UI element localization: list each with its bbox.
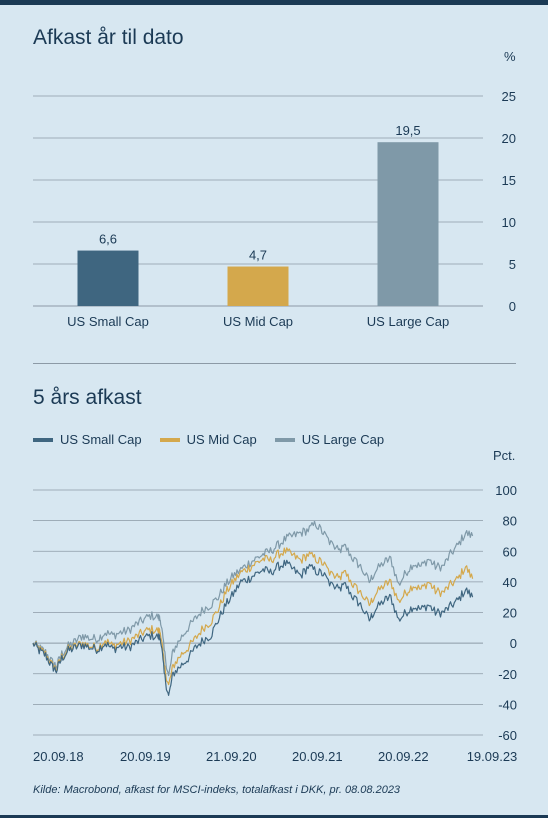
line-x-tick-label: 21.09.20 bbox=[206, 749, 257, 764]
line-series-us-large-cap bbox=[32, 520, 474, 677]
line-y-tick-label: 80 bbox=[503, 514, 517, 529]
source-note: Kilde: Macrobond, afkast for MSCI-indeks… bbox=[33, 784, 401, 796]
bar-y-tick-label: 5 bbox=[509, 257, 516, 272]
bar-y-tick-label: 0 bbox=[509, 299, 516, 314]
line-y-tick-label: 0 bbox=[510, 636, 517, 651]
line-chart-title: 5 års afkast bbox=[33, 386, 142, 409]
line-y-tick-label: 20 bbox=[503, 606, 517, 621]
legend-item-mid-cap: US Mid Cap bbox=[159, 432, 257, 447]
legend-swatch-large-cap bbox=[274, 437, 295, 442]
section-divider bbox=[33, 363, 516, 364]
line-y-tick-label: 60 bbox=[503, 544, 517, 559]
legend-item-large-cap: US Large Cap bbox=[274, 432, 385, 447]
line-x-tick-label: 20.09.21 bbox=[292, 749, 343, 764]
bar-y-tick-label: 25 bbox=[502, 89, 516, 104]
bar-category-label: US Small Cap bbox=[67, 314, 149, 329]
legend-label-mid-cap: US Mid Cap bbox=[186, 432, 257, 447]
line-chart-legend: US Small Cap US Mid Cap US Large Cap bbox=[33, 432, 384, 447]
legend-label-small-cap: US Small Cap bbox=[60, 432, 142, 447]
bar-chart-title: Afkast år til dato bbox=[33, 26, 184, 49]
bar-category-label: US Large Cap bbox=[367, 314, 449, 329]
legend-item-small-cap: US Small Cap bbox=[33, 432, 142, 447]
bar-3 bbox=[377, 142, 439, 306]
bar-y-tick-label: 20 bbox=[502, 131, 516, 146]
line-chart-unit: Pct. bbox=[493, 448, 516, 463]
bar-value-label: 19,5 bbox=[395, 123, 420, 138]
bar-y-tick-label: 10 bbox=[502, 215, 516, 230]
line-y-tick-label: 40 bbox=[503, 575, 517, 590]
top-accent-bar bbox=[0, 0, 548, 5]
line-x-tick-label: 20.09.18 bbox=[33, 749, 84, 764]
line-x-tick-label: 19.09.23 bbox=[467, 749, 518, 764]
line-y-tick-label: 100 bbox=[495, 483, 517, 498]
line-series-us-small-cap bbox=[32, 559, 474, 696]
bar-value-label: 6,6 bbox=[99, 232, 117, 247]
bar-2 bbox=[227, 266, 289, 306]
legend-label-large-cap: US Large Cap bbox=[301, 432, 385, 447]
line-y-tick-label: -40 bbox=[498, 697, 517, 712]
bar-1 bbox=[77, 250, 139, 306]
bar-value-label: 4,7 bbox=[249, 248, 267, 263]
legend-swatch-small-cap bbox=[33, 437, 53, 442]
line-y-tick-label: -60 bbox=[498, 728, 517, 743]
line-y-tick-label: -20 bbox=[498, 667, 517, 682]
bar-chart: 0 5 10 15 20 25 6,6 US Small Cap 4,7 US Mid Cap 19… bbox=[33, 89, 516, 329]
legend-swatch-mid-cap bbox=[159, 437, 180, 442]
bar-y-tick-label: 15 bbox=[502, 173, 516, 188]
bottom-accent-bar bbox=[0, 815, 548, 818]
line-series-us-mid-cap bbox=[32, 547, 474, 686]
line-x-tick-label: 20.09.22 bbox=[378, 749, 429, 764]
bar-chart-unit: % bbox=[504, 49, 516, 64]
line-x-tick-label: 20.09.19 bbox=[120, 749, 171, 764]
bar-category-label: US Mid Cap bbox=[223, 314, 293, 329]
